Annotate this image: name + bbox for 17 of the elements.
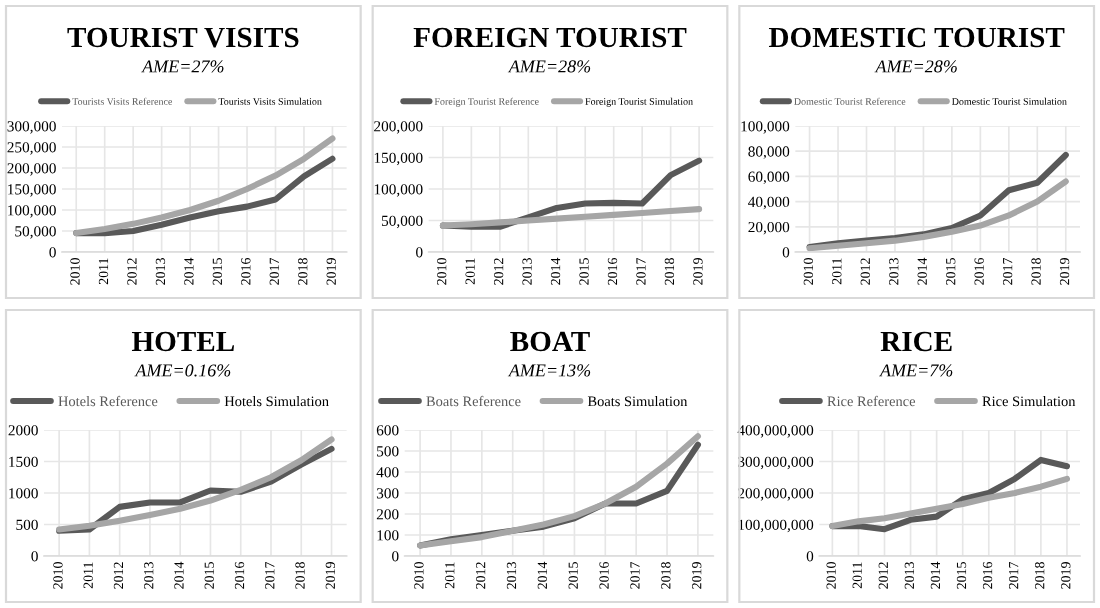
line-series	[73, 135, 336, 237]
chart-subtitle: AME=28%	[874, 60, 957, 73]
chart-title: DOMESTIC TOURIST	[768, 27, 1065, 48]
chart-subtitle: AME=27%	[141, 60, 224, 73]
line-series	[439, 206, 703, 229]
chart-subtitle: AME=7%	[879, 364, 953, 377]
chart-title: FOREIGN TOURIST	[413, 27, 687, 48]
chart-subtitle: AME=0.16%	[134, 364, 231, 377]
chart-title: RICE	[880, 331, 952, 352]
line-series	[806, 178, 1069, 252]
line-series	[73, 155, 336, 237]
chart-title: HOTEL	[131, 331, 234, 352]
chart-title: TOURIST VISITS	[67, 27, 299, 48]
chart-subtitle: AME=13%	[507, 364, 591, 377]
line-series	[829, 475, 1071, 530]
chart-title: BOAT	[510, 331, 590, 352]
chart-subtitle: AME=28%	[507, 60, 591, 73]
